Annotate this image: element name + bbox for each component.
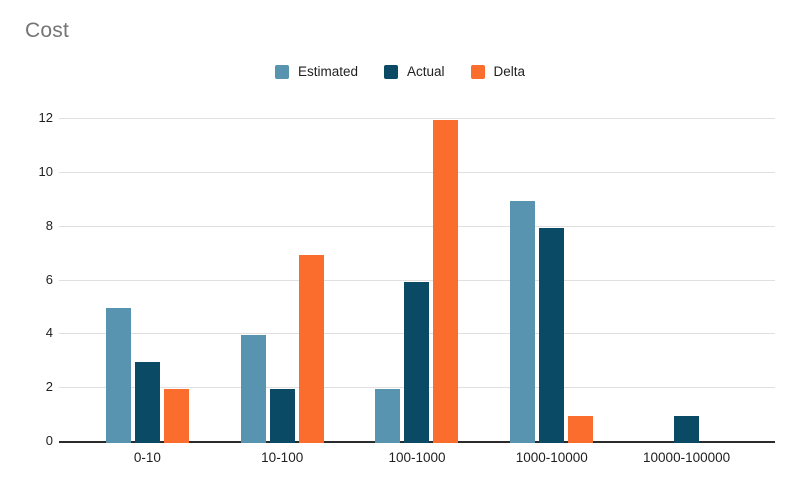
y-tick-label: 4 <box>45 325 53 341</box>
legend-swatch-icon <box>383 64 398 79</box>
bar-estimated-10-100 <box>240 335 266 443</box>
bar-delta-0-10 <box>163 389 189 443</box>
bar-group-0-10 <box>80 120 215 443</box>
bar-delta-100-1000 <box>433 120 459 443</box>
bar-delta-1000-10000 <box>568 416 594 443</box>
gridline <box>59 279 775 281</box>
bar-group-10-100 <box>215 120 350 443</box>
bar-actual-0-10 <box>134 362 160 443</box>
x-axis-label: 1000-10000 <box>515 450 588 465</box>
bar-group-100-1000 <box>350 120 485 443</box>
bar-estimated-1000-10000 <box>510 200 536 443</box>
bar-actual-1000-10000 <box>539 227 565 443</box>
y-tick-label: 10 <box>38 163 53 179</box>
legend-swatch-icon <box>274 64 289 79</box>
bar-delta-10-100 <box>298 254 324 443</box>
bar-estimated-100-1000 <box>375 389 401 443</box>
x-axis-label: 0-10 <box>133 450 161 465</box>
y-tick-label: 0 <box>45 433 53 448</box>
legend-label: Estimated <box>297 64 358 79</box>
gridline <box>59 118 775 119</box>
y-tick-label: 6 <box>45 271 53 287</box>
bar-actual-10-100 <box>269 389 295 443</box>
y-axis: 0 2 4 6 8 10 12 <box>0 110 53 448</box>
legend-label: Delta <box>493 64 526 79</box>
legend-swatch-icon <box>470 64 485 79</box>
bar-group-1000-10000 <box>484 120 619 443</box>
bar-actual-100-1000 <box>404 281 430 443</box>
x-axis-label: 100-1000 <box>388 450 446 465</box>
legend-item-estimated: Estimated <box>274 64 358 79</box>
bar-actual-10000-100000 <box>674 416 700 443</box>
y-tick-label: 8 <box>45 217 53 233</box>
bars-layer <box>80 120 754 443</box>
x-axis-label: 10000-100000 <box>643 450 731 465</box>
legend: Estimated Actual Delta <box>0 64 800 79</box>
legend-item-delta: Delta <box>470 64 526 79</box>
gridline <box>59 225 775 227</box>
legend-label: Actual <box>406 64 445 79</box>
bar-estimated-0-10 <box>105 308 131 443</box>
gridline <box>59 171 775 173</box>
x-axis-label: 10-100 <box>261 450 304 465</box>
bar-group-10000-100000 <box>619 120 754 443</box>
y-tick-label: 2 <box>45 379 53 395</box>
y-tick-label: 12 <box>38 110 53 125</box>
chart-title: Cost <box>25 19 69 42</box>
x-axis: 0-10 10-100 100-1000 1000-10000 10000-100000 <box>80 450 754 465</box>
legend-item-actual: Actual <box>383 64 445 79</box>
